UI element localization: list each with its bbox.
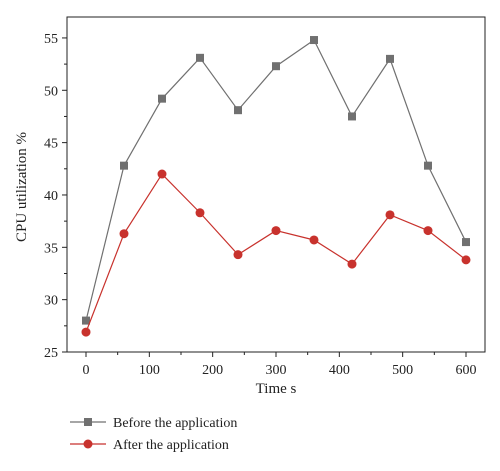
- circle-marker: [233, 250, 243, 260]
- square-marker: [348, 112, 356, 121]
- series-1: [82, 36, 470, 325]
- x-axis: 0 100 200 300 400 500 600: [83, 352, 477, 378]
- y-tick-label: 45: [44, 137, 58, 152]
- square-marker: [120, 161, 128, 170]
- x-tick-label: 600: [456, 363, 477, 378]
- circle-marker: [81, 327, 91, 337]
- x-tick-label: 100: [139, 363, 160, 378]
- square-marker: [234, 106, 242, 115]
- series-line: [85, 39, 467, 321]
- square-marker: [196, 53, 204, 62]
- square-marker: [82, 316, 90, 325]
- series-2: [81, 169, 471, 337]
- circle-marker: [423, 226, 433, 236]
- y-axis: 25 30 35 40 45 50 55: [44, 32, 67, 361]
- circle-marker: [271, 226, 281, 236]
- legend-item-2: After the application: [70, 438, 229, 453]
- x-tick-label: 300: [266, 363, 287, 378]
- circle-marker: [309, 235, 319, 245]
- series-line: [85, 173, 467, 333]
- x-tick-label: 400: [329, 363, 350, 378]
- legend-square-marker: [84, 418, 92, 426]
- y-tick-label: 55: [44, 32, 58, 47]
- legend: Before the application After the applicat…: [70, 416, 237, 453]
- circle-marker: [157, 169, 167, 179]
- y-tick-label: 30: [44, 294, 58, 309]
- square-marker: [386, 54, 394, 63]
- square-marker: [158, 94, 166, 103]
- circle-marker: [461, 255, 471, 265]
- x-axis-title: Time s: [256, 381, 297, 397]
- x-tick-label: 500: [392, 363, 413, 378]
- legend-item-1: Before the application: [70, 416, 237, 431]
- x-tick-label: 0: [83, 363, 90, 378]
- legend-circle-marker: [83, 439, 93, 449]
- x-tick-label: 200: [202, 363, 223, 378]
- circle-marker: [385, 210, 395, 220]
- circle-marker: [347, 259, 357, 269]
- square-marker: [424, 161, 432, 170]
- y-tick-label: 35: [44, 241, 58, 256]
- circle-marker: [195, 208, 205, 218]
- y-tick-label: 25: [44, 346, 58, 361]
- y-axis-title: CPU utilization %: [14, 132, 30, 242]
- square-marker: [272, 62, 280, 71]
- series-layer: [81, 36, 471, 337]
- circle-marker: [119, 229, 129, 239]
- y-tick-label: 50: [44, 84, 58, 99]
- legend-label: After the application: [113, 438, 229, 453]
- legend-label: Before the application: [113, 416, 237, 431]
- square-marker: [462, 238, 470, 247]
- square-marker: [310, 36, 318, 45]
- y-tick-label: 40: [44, 189, 58, 204]
